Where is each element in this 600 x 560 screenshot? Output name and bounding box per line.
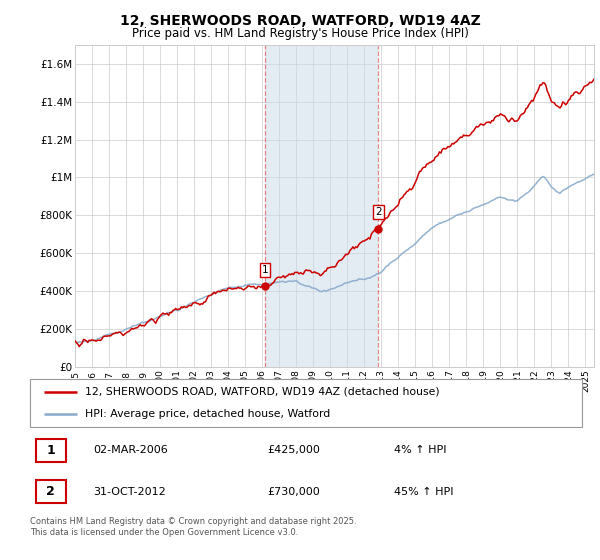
FancyBboxPatch shape (30, 379, 582, 427)
Text: 2: 2 (375, 207, 382, 217)
Text: 2: 2 (46, 486, 55, 498)
Text: 12, SHERWOODS ROAD, WATFORD, WD19 4AZ (detached house): 12, SHERWOODS ROAD, WATFORD, WD19 4AZ (d… (85, 387, 440, 397)
FancyBboxPatch shape (35, 438, 66, 461)
Text: £730,000: £730,000 (268, 487, 320, 497)
Text: 1: 1 (262, 265, 268, 275)
Text: 4% ↑ HPI: 4% ↑ HPI (394, 445, 447, 455)
Text: 12, SHERWOODS ROAD, WATFORD, WD19 4AZ: 12, SHERWOODS ROAD, WATFORD, WD19 4AZ (119, 14, 481, 28)
Bar (265, 45, 379, 367)
Text: Contains HM Land Registry data © Crown copyright and database right 2025.
This d: Contains HM Land Registry data © Crown c… (30, 517, 356, 536)
FancyBboxPatch shape (35, 480, 66, 503)
Text: HPI: Average price, detached house, Watford: HPI: Average price, detached house, Watf… (85, 409, 331, 419)
Text: 02-MAR-2006: 02-MAR-2006 (94, 445, 168, 455)
Text: 31-OCT-2012: 31-OCT-2012 (94, 487, 166, 497)
Text: 1: 1 (46, 444, 55, 456)
Text: Price paid vs. HM Land Registry's House Price Index (HPI): Price paid vs. HM Land Registry's House … (131, 27, 469, 40)
Text: 45% ↑ HPI: 45% ↑ HPI (394, 487, 454, 497)
Text: £425,000: £425,000 (268, 445, 320, 455)
